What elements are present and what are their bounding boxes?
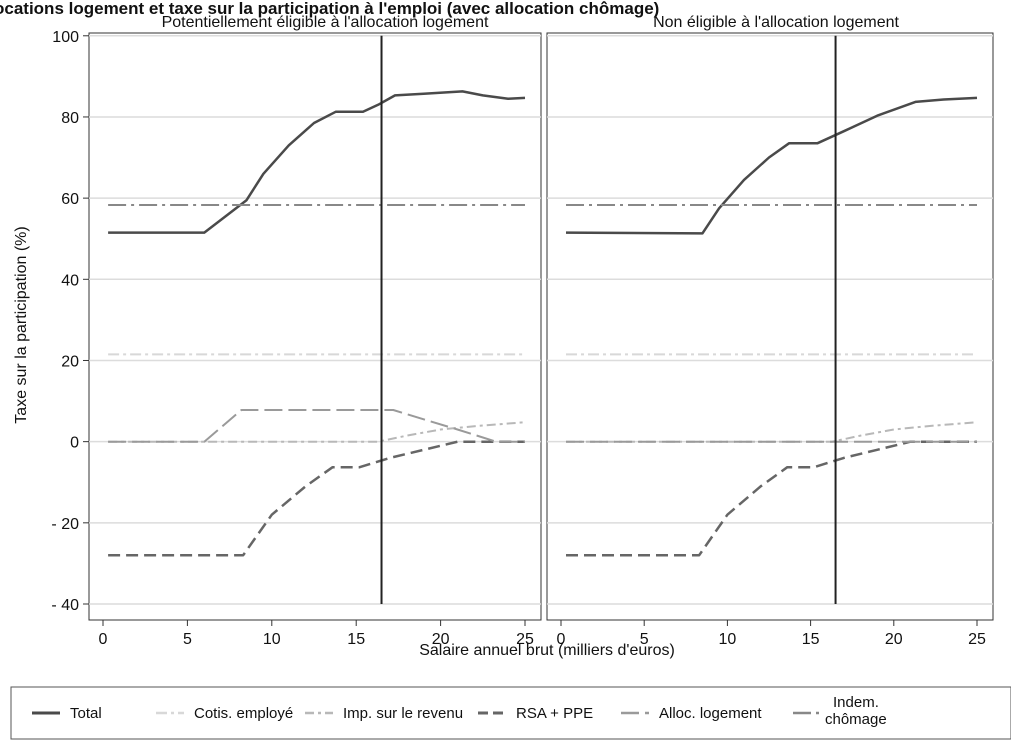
series-alloc-logement-left xyxy=(108,409,525,443)
x-tick-label-left-5: 25 xyxy=(516,631,534,648)
x-tick-label-left-2: 10 xyxy=(263,631,281,648)
chart-title: ocations logement et taxe sur la partici… xyxy=(0,0,659,18)
x-axis-right: 0 5 10 15 20 25 xyxy=(557,620,986,648)
x-tick-label-right-3: 15 xyxy=(802,631,820,648)
x-tick-label-left-0: 0 xyxy=(99,631,108,648)
panel-title-right: Non éligible à l'allocation logement xyxy=(653,14,899,31)
panel-title-left: Potentiellement éligible à l'allocation … xyxy=(162,14,489,31)
x-tick-label-left-1: 5 xyxy=(183,631,192,648)
panel-frame-right xyxy=(546,32,994,621)
x-axis-label: Salaire annuel brut (milliers d'euros) xyxy=(419,642,675,659)
legend-label-indem-ch-mage: Indem. chômage xyxy=(825,694,887,728)
x-tick-label-right-5: 25 xyxy=(968,631,986,648)
panel-left xyxy=(88,32,542,621)
y-tick-label-6: 80 xyxy=(61,110,79,127)
y-tick-label-3: 20 xyxy=(61,353,79,370)
y-axis-label: Taxe sur la participation (%) xyxy=(13,226,30,423)
legend-label-imp-sur-le-revenu: Imp. sur le revenu xyxy=(343,705,463,722)
x-tick-label-right-2: 10 xyxy=(719,631,737,648)
x-tick-label-left-3: 15 xyxy=(347,631,365,648)
legend-label-cotis-employ: Cotis. employé xyxy=(194,705,293,722)
legend-label-total: Total xyxy=(70,705,102,722)
legend-box xyxy=(10,686,1011,740)
y-tick-label-2: 0 xyxy=(70,435,79,452)
y-tick-label-7: 100 xyxy=(52,29,79,46)
series-total-right xyxy=(565,96,978,235)
panel-right xyxy=(546,32,994,621)
x-tick-label-right-0: 0 xyxy=(557,631,566,648)
legend-label-alloc-logement: Alloc. logement xyxy=(659,705,762,722)
panel-frame-left xyxy=(88,32,542,621)
x-tick-label-right-4: 20 xyxy=(885,631,903,648)
series-total-left xyxy=(108,90,526,234)
x-axis-left: 0 5 10 15 20 25 xyxy=(99,620,534,648)
legend: Total Cotis. employé Imp. sur le revenu RSA… xyxy=(10,686,1011,740)
x-tick-label-right-1: 5 xyxy=(640,631,649,648)
y-tick-label-1: - 20 xyxy=(51,516,79,533)
y-tick-label-4: 40 xyxy=(61,272,79,289)
y-axis: - 40 - 20 0 20 40 60 80 100 xyxy=(51,29,89,614)
series-rsa-ppe-left xyxy=(108,440,525,557)
series-imp-sur-le-revenu-left xyxy=(108,421,526,443)
x-tick-label-left-4: 20 xyxy=(432,631,450,648)
y-tick-label-0: - 40 xyxy=(51,597,79,614)
series-rsa-ppe-right xyxy=(566,440,977,557)
legend-label-rsa-ppe: RSA + PPE xyxy=(516,705,593,722)
y-tick-label-5: 60 xyxy=(61,191,79,208)
